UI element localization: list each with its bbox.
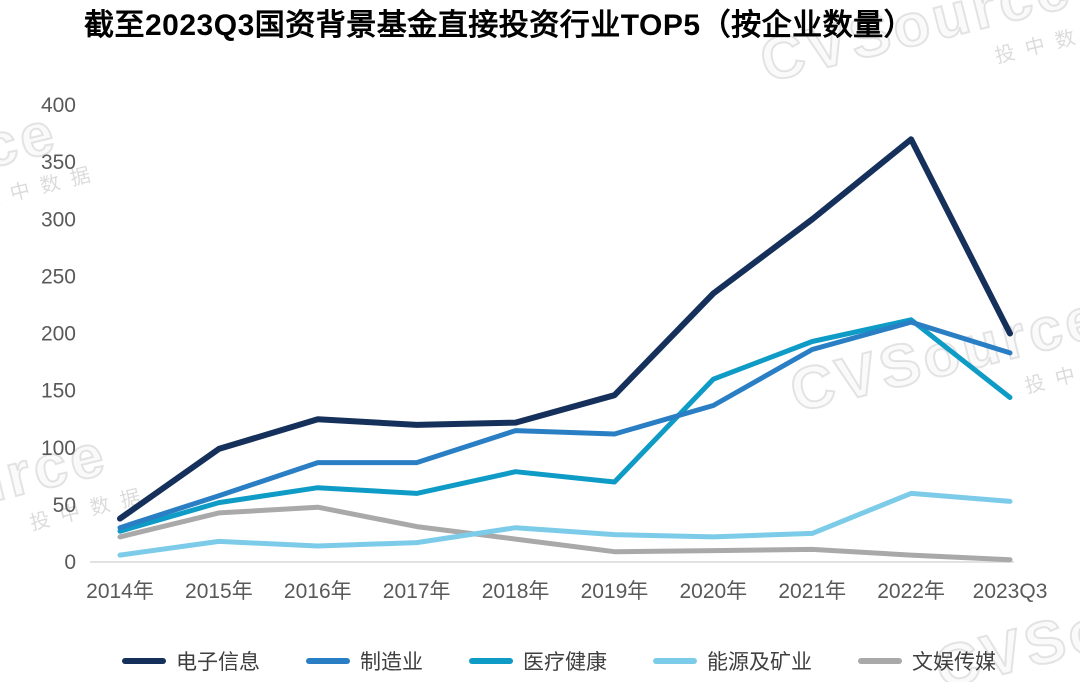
series-line-media-entertainment [117,504,1013,563]
legend-label: 能源及矿业 [707,651,812,674]
y-axis-tick-label: 200 [41,323,76,346]
legend-item-healthcare: 医疗健康 [469,646,607,676]
y-axis-tick-label: 400 [41,94,76,117]
legend-item-energy-mining: 能源及矿业 [653,646,812,676]
y-axis-tick-label: 0 [64,551,76,574]
chart-title: 截至2023Q3国资背景基金直接投资行业TOP5（按企业数量） [84,9,915,42]
legend-item-media-entertainment: 文娱传媒 [858,646,996,676]
series-line-electronics [117,136,1013,522]
legend-line-swatch-icon [653,658,697,664]
y-axis-tick-label: 100 [41,437,76,460]
series-line-manufacturing [117,319,1013,531]
y-axis-tick-label: 50 [53,494,76,517]
series-line-healthcare [117,317,1013,534]
x-axis-tick-label: 2022年 [877,580,945,603]
line-chart: 0 50 100 150 200 250 300 350 400 2014年 2015年 2016年 2… [41,94,1048,603]
x-axis-tick-label: 2017年 [383,580,451,603]
x-axis-tick-label: 2023Q3 [973,580,1048,603]
legend-item-manufacturing: 制造业 [306,646,423,676]
x-axis-tick-label: 2016年 [284,580,352,603]
legend-line-swatch-icon [858,658,902,664]
y-axis-tick-label: 300 [41,208,76,231]
x-axis-tick-label: 2014年 [86,580,154,603]
x-axis-tick-label: 2018年 [482,580,550,603]
legend-label: 电子信息 [176,651,260,674]
x-axis-tick-label: 2015年 [185,580,253,603]
x-axis-tick-label: 2021年 [778,580,846,603]
legend-item-electronics: 电子信息 [122,646,260,676]
legend-line-swatch-icon [306,658,350,664]
y-axis-tick-label: 250 [41,265,76,288]
x-axis-tick-label: 2020年 [679,580,747,603]
legend-label: 医疗健康 [523,651,607,674]
series-line-energy-mining [117,490,1013,558]
legend-line-swatch-icon [469,658,513,664]
legend-label: 制造业 [360,651,423,674]
legend-line-swatch-icon [122,658,166,664]
y-axis-tick-label: 150 [41,380,76,403]
legend-label: 文娱传媒 [912,651,996,674]
y-axis-tick-label: 350 [41,151,76,174]
chart-legend: 电子信息 制造业 医疗健康 能源及矿业 文娱传媒 [122,646,996,676]
x-axis-tick-label: 2019年 [581,580,649,603]
